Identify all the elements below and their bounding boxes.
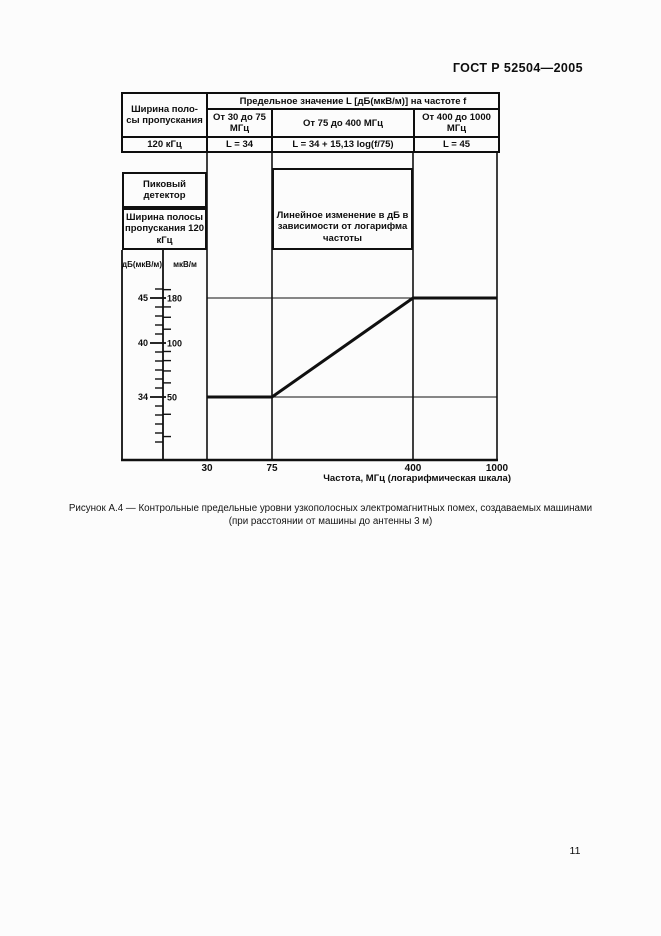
- bandwidth-box-border: [122, 208, 207, 250]
- y-axis-uv-tick-label: 50: [167, 393, 177, 403]
- table-cell-range-2: От 75 до 400 МГц: [271, 108, 415, 138]
- y-axis-db-tick-label: 34: [138, 392, 148, 402]
- bandwidth-header-line1: Ширина поло-: [131, 104, 198, 115]
- table-cell-range-1: От 30 до 75 МГц: [206, 108, 273, 138]
- table-cell-limit-2: L = 34 + 15,13 log(f/75): [271, 136, 415, 153]
- table-cell-range-3: От 400 до 1000 МГц: [413, 108, 500, 138]
- table-cell-limit-3: L = 45: [413, 136, 500, 153]
- bandwidth-box: Ширина полосы пропускания 120 кГц: [124, 211, 205, 246]
- x-axis-title: Частота, МГц (логарифмическая шкала): [323, 473, 511, 484]
- y-axis-db-tick-label: 45: [138, 293, 148, 303]
- linear-change-note-box: Линейное изменение в дБ в зависимости от…: [276, 209, 409, 244]
- table-cell-limit-1: L = 34: [206, 136, 273, 153]
- y-axis-uv-unit-label: мкВ/м: [173, 260, 197, 269]
- figure-caption-line1: Рисунок А.4 — Контрольные предельные уро…: [68, 503, 593, 514]
- limit-level-line: [207, 296, 497, 399]
- x-axis-tick-label: 1000: [486, 463, 509, 474]
- figure-caption-line2: (при расстоянии от машины до антенны 3 м…: [228, 516, 433, 527]
- page-number: 11: [569, 845, 581, 857]
- x-axis-tick-label: 75: [266, 463, 278, 474]
- limits-table: Ширина поло- сы пропускания Предельное з…: [121, 92, 500, 153]
- peak-detector-box: Пиковый детектор: [143, 178, 186, 202]
- y-axis-db-unit-label: дБ(мкВ/м): [122, 260, 162, 269]
- table-cell-bandwidth-header: Ширина поло- сы пропускания: [121, 92, 208, 138]
- linear-note-box-border: [272, 168, 413, 250]
- bandwidth-header-line2: сы пропускания: [126, 115, 203, 126]
- y-axis-uv-tick-label: 180: [167, 294, 182, 304]
- standard-number-header: ГОСТ Р 52504—2005: [452, 61, 583, 75]
- y-axis-db-tick-label: 40: [138, 338, 148, 348]
- peak-detector-box-border: [122, 172, 207, 208]
- x-axis-tick-label: 400: [405, 463, 422, 474]
- x-axis-tick-label: 30: [201, 463, 213, 474]
- y-axis-uv-tick-label: 100: [167, 339, 182, 349]
- table-cell-limit-header: Предельное значение L [дБ(мкВ/м)] на час…: [206, 92, 500, 110]
- table-cell-bandwidth-value: 120 кГц: [121, 136, 208, 153]
